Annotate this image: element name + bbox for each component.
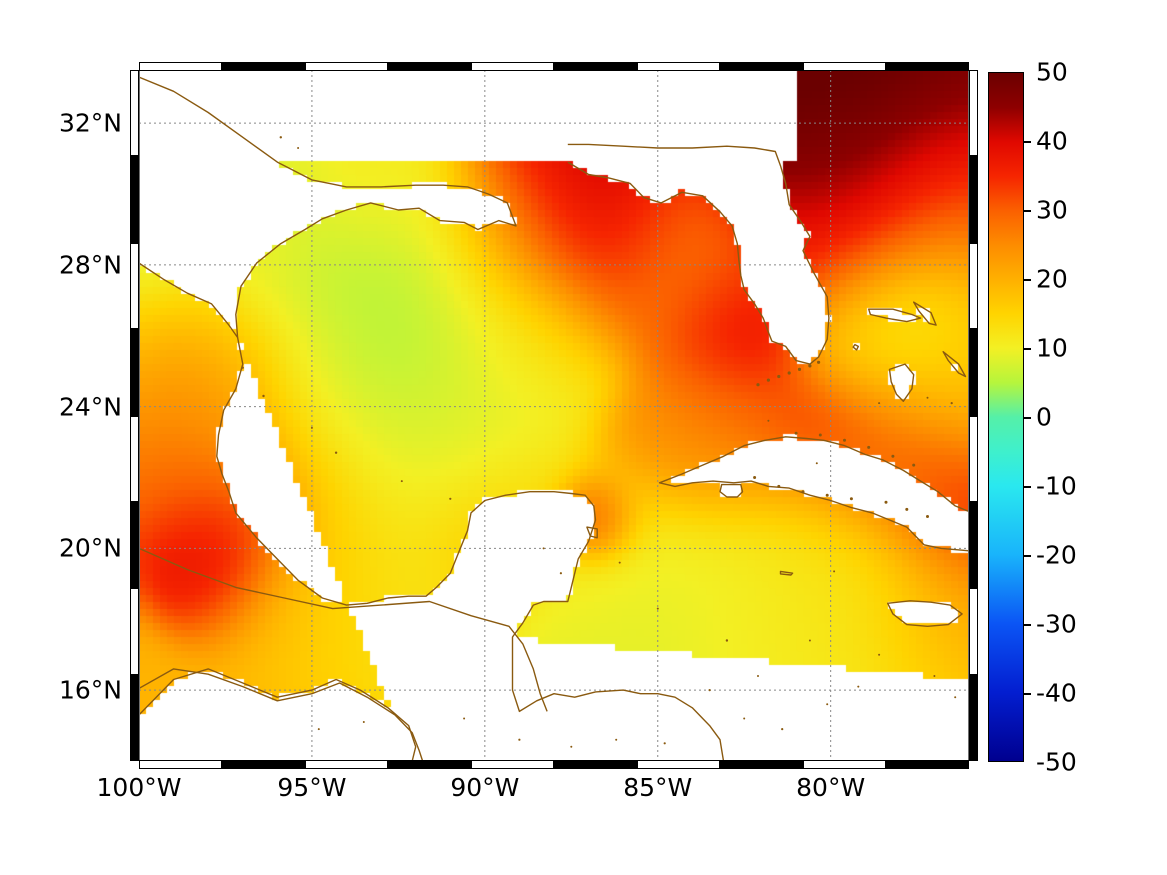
map-plot-area[interactable] [139,70,969,761]
frame-segment [130,329,139,416]
y-tick-label: 24°N [58,392,122,422]
x-tick-label: 80°W [796,773,866,802]
y-tick-label: 20°N [58,533,122,563]
frame-segment [388,760,471,769]
frame-segment [139,760,222,769]
y-tick-label: 16°N [58,675,122,705]
frame-segment [471,760,554,769]
frame-segment [969,415,978,502]
frame-segment [969,329,978,416]
y-tick-label: 28°N [58,250,122,280]
frame-segment [969,674,978,761]
frame-segment [969,501,978,589]
colorbar[interactable]: 50 40 30 20 10 0 -10 -20 -30 -40 -50 [988,60,1077,775]
colorbar-tick-label: -40 [1036,678,1077,708]
colorbar-tick-mark [1024,279,1031,281]
frame-segment [554,760,637,769]
frame-segment [130,415,139,502]
colorbar-tick-label: 30 [1036,195,1068,225]
colorbar-tick-label: -30 [1036,609,1077,639]
colorbar-tick-mark [1024,555,1031,557]
colorbar-tick-label: -50 [1036,747,1077,777]
frame-segment [969,156,978,243]
frame-segment [720,760,803,769]
colorbar-gradient-strip [988,72,1024,762]
colorbar-tick-mark [1024,693,1031,695]
x-tick-label: 90°W [450,773,520,802]
colorbar-tick-mark [1024,417,1031,419]
map-border-left [130,70,139,761]
colorbar-tick-mark [1024,141,1031,143]
colorbar-tick-mark [1024,348,1031,350]
map-border-bottom [139,760,969,769]
map-clip-region [139,70,969,761]
frame-segment [130,242,139,330]
colorbar-tick-mark [1024,624,1031,626]
colorbar-tick-label: 20 [1036,264,1068,294]
x-tick-label: 100°W [96,773,182,802]
colorbar-tick-label: 0 [1036,402,1052,432]
frame-segment [130,674,139,761]
frame-segment [130,501,139,589]
x-tick-label: 85°W [623,773,693,802]
colorbar-tick-label: 50 [1036,57,1068,87]
y-tick-label: 32°N [58,108,122,138]
frame-segment [130,70,139,157]
frame-segment [130,156,139,243]
frame-segment [969,70,978,157]
map-border-right [969,70,978,761]
colorbar-tick-label: -20 [1036,540,1077,570]
frame-segment [969,242,978,330]
colorbar-tick-mark [1024,486,1031,488]
coastline-overlay [139,70,969,761]
frame-segment [803,760,886,769]
colorbar-tick-label: 40 [1036,126,1068,156]
frame-segment [222,760,305,769]
frame-segment [637,760,720,769]
frame-segment [130,588,139,675]
colorbar-tick-label: -10 [1036,471,1077,501]
colorbar-tick-label: 10 [1036,333,1068,363]
frame-segment [969,588,978,675]
colorbar-tick-mark [1024,210,1031,212]
frame-segment [886,760,969,769]
x-tick-label: 95°W [277,773,347,802]
frame-segment [305,760,388,769]
graticule-gridlines [139,70,969,761]
